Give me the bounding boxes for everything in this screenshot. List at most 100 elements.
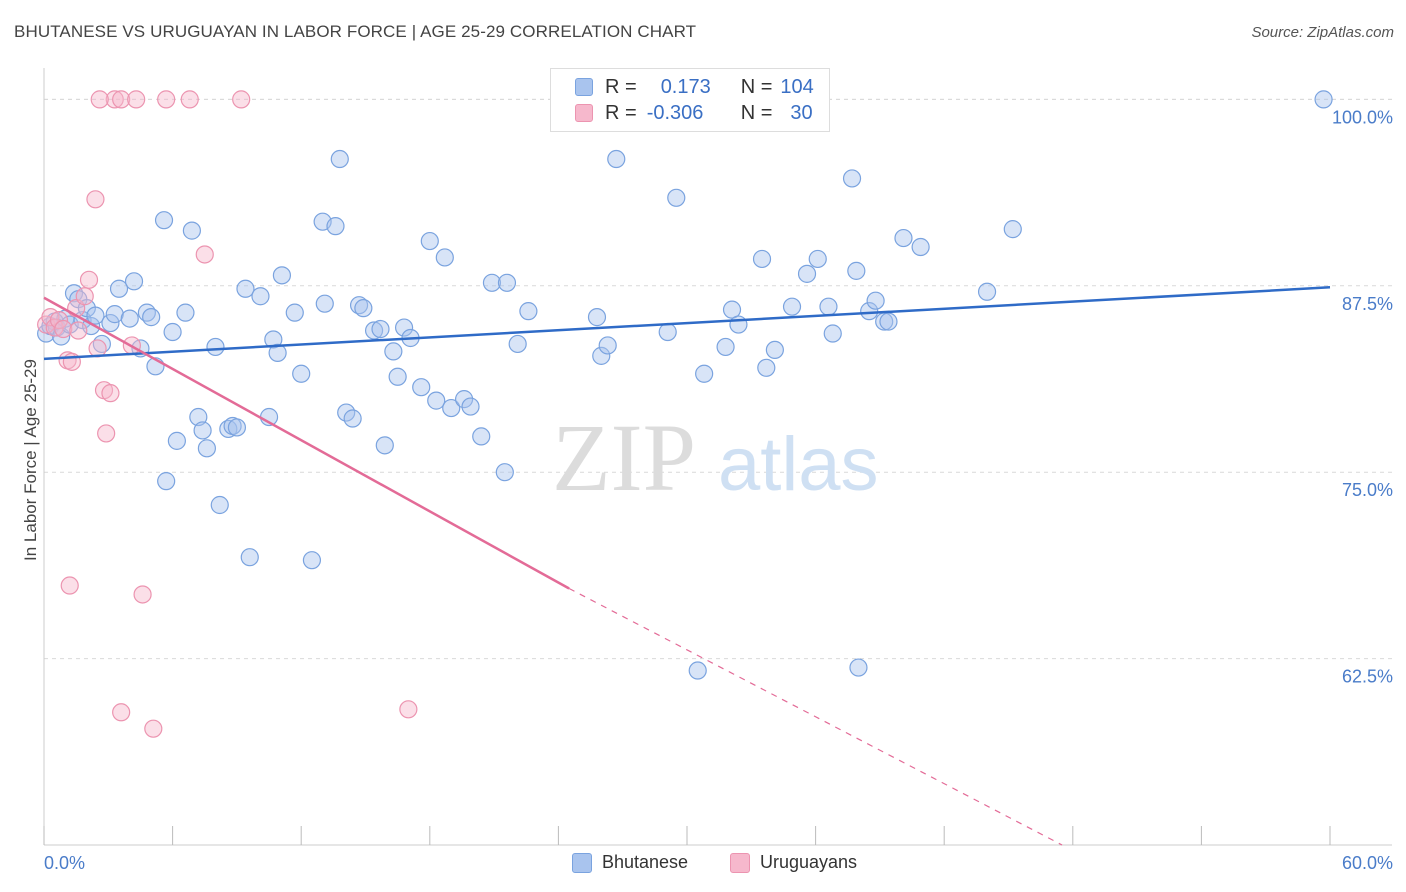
bhutanese-point bbox=[251, 287, 270, 306]
legend-swatch-blue bbox=[575, 78, 593, 96]
uruguayan-point bbox=[144, 719, 163, 738]
uruguayan-point bbox=[86, 190, 105, 209]
correlation-legend: R = 0.173 N = 104 R = -0.306 N = 30 bbox=[550, 68, 830, 132]
uruguayan-point bbox=[195, 245, 214, 264]
bhutanese-point bbox=[330, 149, 349, 169]
y-tick-label: 100.0% bbox=[1332, 107, 1393, 127]
bhutanese-point bbox=[847, 261, 866, 280]
bhutanese-point bbox=[495, 463, 514, 482]
y-tick-label: 75.0% bbox=[1342, 480, 1393, 500]
bhutanese-point bbox=[371, 319, 390, 339]
bhutanese-point bbox=[729, 315, 748, 334]
axes bbox=[43, 68, 1392, 846]
y-tick-label: 87.5% bbox=[1342, 294, 1393, 314]
bhutanese-point bbox=[101, 313, 120, 333]
uruguayan-point bbox=[79, 270, 99, 289]
uruguayan-point bbox=[127, 90, 146, 109]
bhutanese-point bbox=[109, 279, 129, 298]
bhutanese-point bbox=[894, 228, 913, 248]
chart-source: Source: ZipAtlas.com bbox=[1251, 24, 1394, 41]
uruguayan-point bbox=[90, 90, 109, 109]
bhutanese-point bbox=[472, 427, 491, 446]
legend-n-label: N = bbox=[740, 101, 773, 124]
legend-r-label: R = bbox=[605, 101, 637, 124]
legend-row-uruguayans: R = -0.306 N = 30 bbox=[551, 100, 813, 126]
watermark-zip: ZIP bbox=[552, 404, 696, 511]
bhutanese-point bbox=[860, 302, 879, 321]
chart-title: BHUTANESE VS URUGUAYAN IN LABOR FORCE | … bbox=[14, 22, 697, 41]
bhutanese-point bbox=[420, 231, 439, 251]
uruguayan-point bbox=[69, 321, 88, 340]
bhutanese-point bbox=[240, 548, 259, 567]
uruguayan-trend-line bbox=[43, 296, 570, 590]
bhutanese-point bbox=[716, 337, 735, 357]
bhutanese-point bbox=[105, 305, 124, 324]
bhutanese-point bbox=[124, 272, 144, 291]
x-tick-label-min: 0.0% bbox=[44, 853, 85, 873]
bhutanese-point bbox=[797, 264, 817, 283]
bhutanese-point bbox=[1314, 90, 1333, 109]
bhutanese-point bbox=[375, 436, 394, 455]
bhutanese-point bbox=[272, 266, 292, 285]
uruguayan-point bbox=[49, 310, 69, 330]
bhutanese-point bbox=[508, 334, 527, 354]
uruguayan-point bbox=[105, 90, 124, 109]
legend-n-label: N = bbox=[740, 75, 773, 98]
bhutanese-point bbox=[757, 358, 776, 377]
bhutanese-point bbox=[412, 378, 431, 397]
bhutanese-point bbox=[435, 248, 454, 267]
bhutanese-point bbox=[592, 346, 611, 365]
bhutanese-point bbox=[782, 297, 802, 316]
bhutanese-point bbox=[823, 324, 842, 343]
legend-r-value: 0.173 bbox=[660, 75, 711, 98]
bhutanese-point bbox=[1003, 220, 1022, 239]
bhutanese-point bbox=[658, 322, 677, 342]
uruguayan-point bbox=[232, 90, 251, 109]
bhutanese-point bbox=[667, 188, 686, 207]
uruguayan-point bbox=[75, 287, 94, 306]
y-axis-label: In Labor Force | Age 25-29 bbox=[21, 359, 40, 561]
legend-row-bhutanese: R = 0.173 N = 104 bbox=[551, 74, 814, 100]
bhutanese-trend-line bbox=[43, 286, 1331, 361]
watermark-atlas: atlas bbox=[718, 422, 879, 507]
bhutanese-point bbox=[442, 398, 461, 418]
y-tick-label: 62.5% bbox=[1342, 667, 1393, 687]
uruguayan-point bbox=[399, 700, 418, 719]
bhutanese-point bbox=[157, 472, 176, 491]
uruguayan-point bbox=[133, 585, 152, 604]
bhutanese-point bbox=[302, 551, 322, 570]
bhutanese-point bbox=[264, 330, 283, 349]
legend-item-uruguayans: Uruguayans bbox=[730, 852, 857, 873]
bhutanese-point bbox=[752, 249, 772, 269]
bhutanese-point bbox=[227, 418, 246, 437]
uruguayan-point bbox=[157, 90, 176, 109]
bhutanese-point bbox=[142, 308, 161, 327]
bhutanese-points bbox=[37, 90, 1333, 680]
legend-n-value: 104 bbox=[780, 75, 814, 98]
uruguayan-points bbox=[37, 90, 418, 738]
bhutanese-point bbox=[193, 421, 212, 440]
grid-lines bbox=[44, 98, 1392, 660]
bhutanese-point bbox=[695, 364, 714, 383]
series-legend: Bhutanese Uruguayans bbox=[0, 852, 1406, 878]
bhutanese-point bbox=[607, 149, 626, 169]
legend-r-value: -0.306 bbox=[646, 101, 704, 124]
uruguayan-point bbox=[101, 384, 120, 403]
bhutanese-point bbox=[163, 322, 182, 342]
legend-swatch-pink bbox=[575, 104, 593, 122]
bhutanese-point bbox=[268, 343, 287, 362]
uruguayan-trend-extension bbox=[568, 587, 1063, 846]
bhutanese-point bbox=[388, 367, 407, 386]
bhutanese-point bbox=[911, 237, 930, 257]
bhutanese-point bbox=[497, 273, 517, 292]
tick-labels: 62.5% 75.0% 87.5% 100.0% 0.0% 60.0% bbox=[44, 107, 1393, 873]
watermark: ZIP atlas bbox=[552, 404, 879, 511]
bhutanese-point bbox=[343, 409, 362, 428]
bhutanese-point bbox=[120, 309, 139, 328]
bhutanese-point bbox=[206, 337, 225, 357]
bhutanese-point bbox=[189, 407, 208, 427]
uruguayans-swatch bbox=[730, 852, 750, 873]
bhutanese-point bbox=[354, 299, 373, 318]
bhutanese-swatch bbox=[572, 852, 592, 873]
bhutanese-point bbox=[285, 303, 304, 322]
